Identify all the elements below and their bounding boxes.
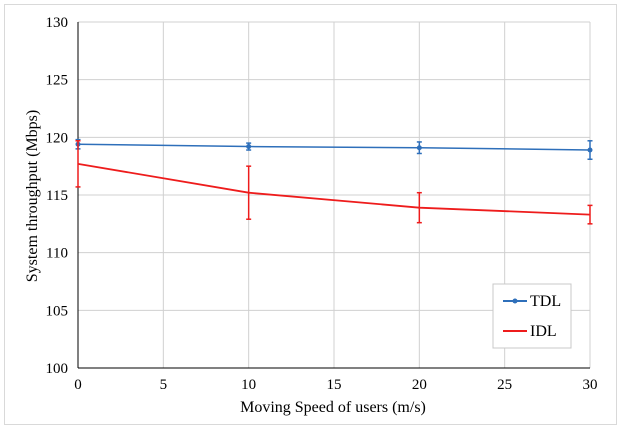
series-line-idl xyxy=(77,162,591,216)
y-tick-label: 105 xyxy=(46,303,69,319)
y-tick-label: 100 xyxy=(46,361,69,377)
y-tick-label: 130 xyxy=(46,15,69,31)
x-tick-label: 30 xyxy=(583,377,598,393)
x-tick-label: 25 xyxy=(497,377,512,393)
legend-box xyxy=(492,283,572,349)
legend-marker-tdl xyxy=(512,298,518,304)
series-tdl xyxy=(75,138,593,160)
axes xyxy=(77,22,590,369)
x-tick-label: 20 xyxy=(412,377,427,393)
series-idl xyxy=(75,140,593,225)
x-axis-title: Moving Speed of users (m/s) xyxy=(240,399,426,416)
y-tick-label: 110 xyxy=(46,246,68,262)
data-point xyxy=(246,144,252,150)
x-tick-label: 0 xyxy=(74,377,82,393)
data-point xyxy=(416,145,422,151)
chart-frame xyxy=(4,4,617,425)
legend: TDL IDL xyxy=(492,283,572,349)
legend-label-idl: IDL xyxy=(530,323,557,340)
y-tick-label: 115 xyxy=(46,188,68,204)
y-axis-title: System throughput (Mbps) xyxy=(24,110,41,282)
x-tick-label: 5 xyxy=(160,377,168,393)
y-tick-label: 125 xyxy=(46,73,69,89)
x-tick-label: 15 xyxy=(327,377,342,393)
series-layer xyxy=(75,138,593,225)
data-point xyxy=(587,147,593,153)
tick-labels: 100 105 110 115 120 125 130 0 5 10 15 20 25 30 xyxy=(46,15,598,393)
x-tick-label: 10 xyxy=(241,377,256,393)
legend-label-tdl: TDL xyxy=(530,293,561,310)
y-tick-label: 120 xyxy=(46,130,69,146)
series-line-tdl xyxy=(77,143,591,151)
